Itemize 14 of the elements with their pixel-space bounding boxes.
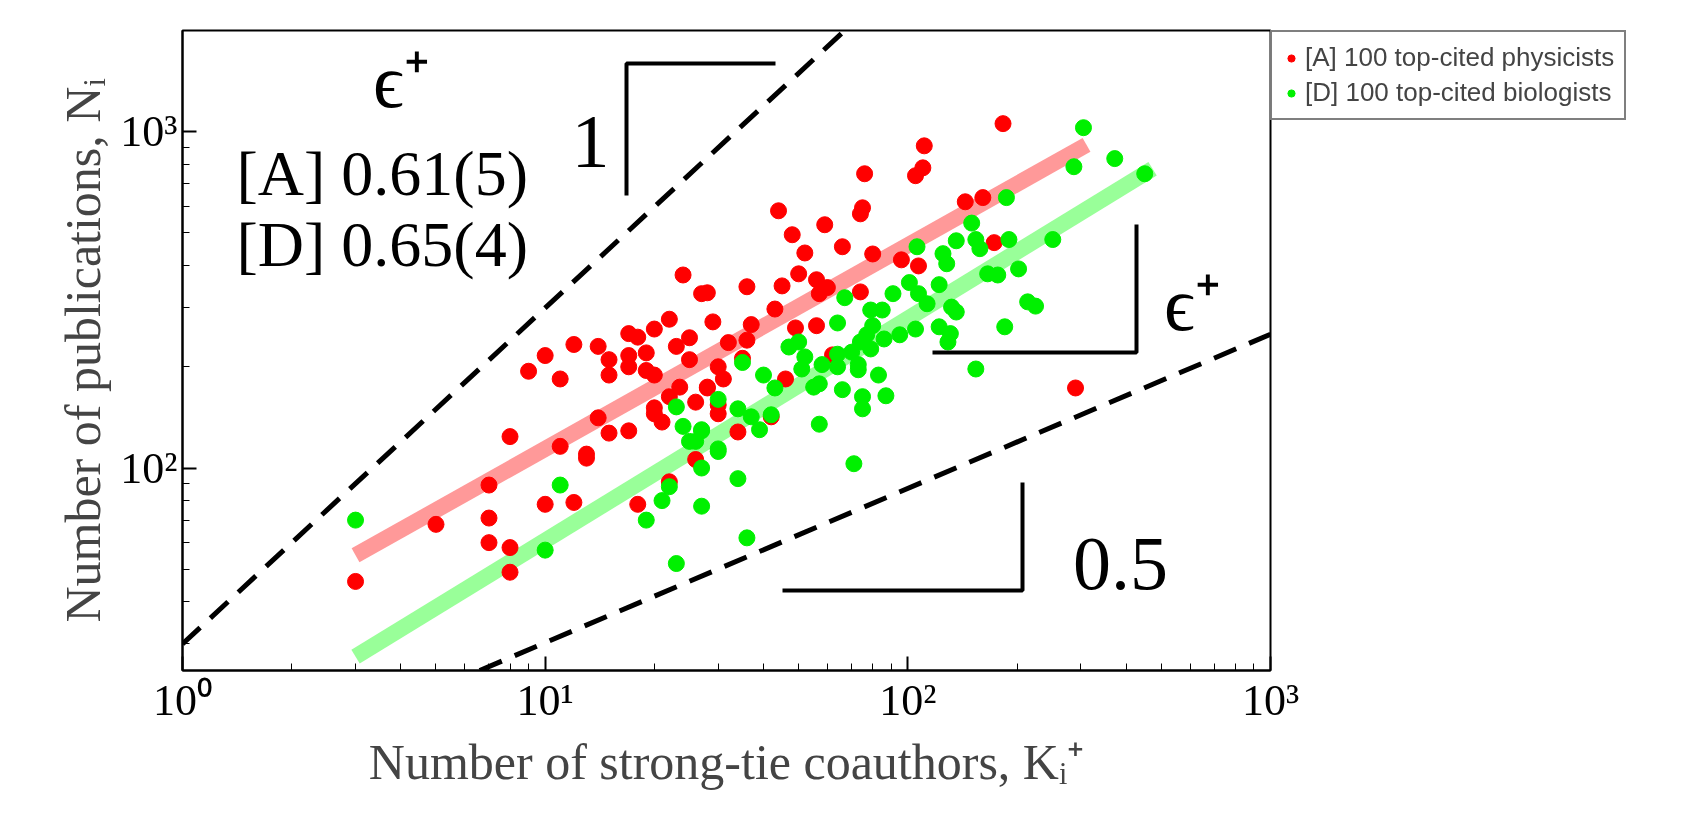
annotation: ϵ⁺ bbox=[1164, 261, 1221, 346]
legend-label: [A] 100 top-cited physicists bbox=[1305, 42, 1615, 73]
x-axis-title: Number of strong-tie coauthors, Kᵢ⁺ bbox=[368, 733, 1085, 790]
annotation: 0.5 bbox=[1073, 520, 1168, 605]
annotation: 1 bbox=[571, 98, 610, 183]
y-axis-title: Number of publications, Nᵢ bbox=[55, 78, 112, 623]
x-tick-label: 10⁰ bbox=[153, 675, 212, 725]
annotation: [D] 0.65(4) bbox=[236, 209, 528, 280]
x-tick-label: 10² bbox=[879, 675, 937, 725]
annotation: [A] 0.61(5) bbox=[236, 138, 528, 209]
x-tick-label: 10¹ bbox=[516, 675, 574, 725]
x-tick-label: 10³ bbox=[1241, 675, 1300, 725]
legend-label: [D] 100 top-cited biologists bbox=[1305, 77, 1612, 108]
annotation: ϵ⁺ bbox=[373, 38, 430, 123]
